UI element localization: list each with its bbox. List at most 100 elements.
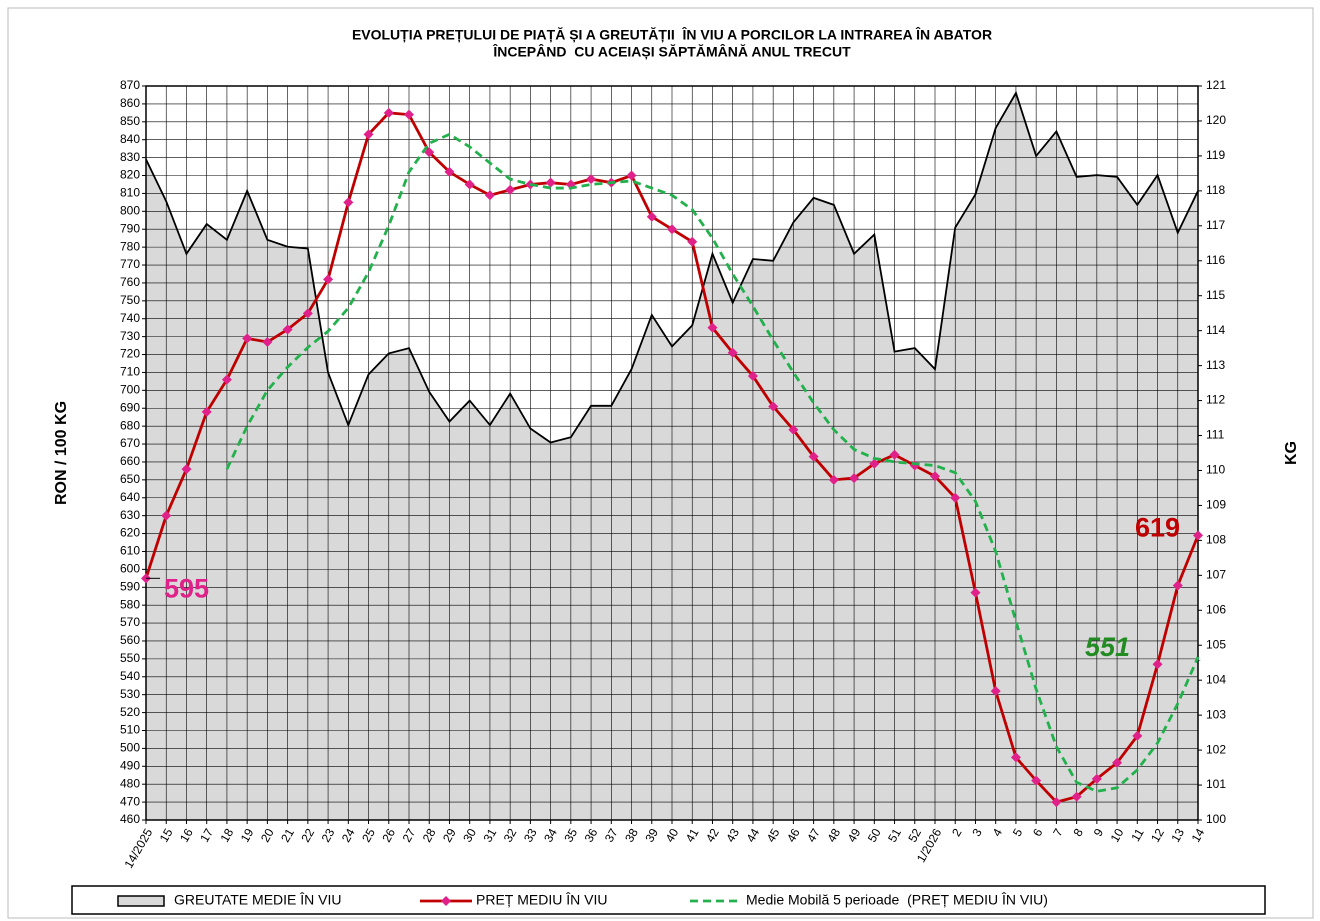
- price-marker: [201, 406, 212, 417]
- price-marker: [161, 510, 172, 521]
- x-tick-label: 19: [238, 826, 257, 845]
- price-marker: [707, 322, 718, 333]
- price-marker: [221, 374, 232, 385]
- y2-tick-label: 102: [1206, 742, 1226, 756]
- y2-tick-label: 100: [1206, 812, 1226, 826]
- price-marker: [1031, 775, 1042, 786]
- price-marker: [1071, 791, 1082, 802]
- price-marker: [626, 170, 637, 181]
- x-tick-label: 34: [541, 826, 560, 845]
- price-marker: [505, 184, 516, 195]
- price-marker: [262, 337, 273, 348]
- price-marker: [1112, 757, 1123, 768]
- legend-label: PREȚ MEDIU ÎN VIU: [476, 892, 607, 908]
- price-marker: [1132, 730, 1143, 741]
- x-tick-label: 26: [379, 826, 398, 845]
- price-marker: [1051, 797, 1062, 808]
- x-tick-label: 44: [743, 826, 762, 845]
- y2-tick-label: 109: [1206, 498, 1226, 512]
- y-tick-label: 690: [120, 400, 140, 414]
- x-tick-label: 51: [885, 826, 904, 845]
- price-marker: [343, 197, 354, 208]
- x-tick-label: 24: [339, 826, 358, 845]
- price-marker: [181, 464, 192, 475]
- y-tick-label: 750: [120, 293, 140, 307]
- x-tick-label: 31: [480, 826, 499, 845]
- price-marker: [545, 177, 556, 188]
- y-tick-label: 730: [120, 329, 140, 343]
- y-tick-label: 550: [120, 651, 140, 665]
- value-label: 619: [1135, 512, 1180, 542]
- price-marker: [464, 179, 475, 190]
- y2-tick-label: 118: [1206, 183, 1225, 197]
- y2-tick-label: 114: [1206, 323, 1225, 337]
- x-tick-label: 25: [359, 826, 378, 845]
- price-marker: [990, 686, 1001, 697]
- y2-tick-label: 111: [1206, 428, 1225, 442]
- y-tick-label: 460: [120, 812, 140, 826]
- x-tick-label: 23: [319, 826, 338, 845]
- price-marker: [727, 347, 738, 358]
- x-tick-label: 13: [1168, 826, 1187, 845]
- y-tick-label: 510: [120, 723, 140, 737]
- y-tick-label: 760: [120, 275, 140, 289]
- x-tick-label: 15: [157, 826, 176, 845]
- x-tick-label: 39: [642, 826, 661, 845]
- price-marker: [950, 492, 961, 503]
- x-tick-label: 18: [217, 826, 236, 845]
- y2-tick-label: 119: [1206, 148, 1225, 162]
- price-marker: [484, 190, 495, 201]
- price-marker: [444, 166, 455, 177]
- x-tick-label: 14: [1189, 826, 1208, 845]
- y2-tick-label: 121: [1206, 78, 1226, 92]
- x-tick-label: 30: [460, 826, 479, 845]
- y-tick-label: 590: [120, 579, 140, 593]
- legend-label: Medie Mobilă 5 perioade (PREȚ MEDIU ÎN V…: [746, 892, 1048, 908]
- legend-marker: [441, 896, 451, 906]
- price-marker: [646, 211, 657, 222]
- x-tick-label: 35: [561, 826, 580, 845]
- y2-tick-label: 107: [1206, 568, 1226, 582]
- y-tick-label: 870: [120, 78, 140, 92]
- y2-tick-label: 117: [1206, 218, 1225, 232]
- price-marker: [849, 473, 860, 484]
- price-marker: [586, 174, 597, 185]
- price-marker: [1172, 580, 1183, 591]
- price-marker: [1193, 530, 1203, 541]
- y-tick-label: 620: [120, 526, 140, 540]
- price-marker: [930, 471, 940, 482]
- price-marker: [242, 333, 253, 344]
- y-tick-label: 490: [120, 758, 140, 772]
- y-tick-label: 770: [120, 257, 140, 271]
- y-tick-label: 720: [120, 347, 140, 361]
- price-marker: [404, 109, 414, 120]
- x-tick-label: 10: [1108, 826, 1127, 845]
- y2-tick-label: 115: [1206, 288, 1225, 302]
- x-tick-label: 32: [501, 826, 520, 845]
- y-tick-label: 480: [120, 776, 140, 790]
- y2-tick-label: 103: [1206, 707, 1226, 721]
- y-tick-label: 820: [120, 168, 140, 182]
- x-tick-label: 37: [602, 826, 621, 845]
- price-marker: [323, 274, 334, 285]
- y2-tick-label: 106: [1206, 602, 1226, 616]
- y2-tick-label: 113: [1206, 358, 1225, 372]
- y-axis-title: RON / 100 KG: [53, 401, 70, 505]
- price-marker: [424, 147, 435, 158]
- y-tick-label: 570: [120, 615, 140, 629]
- weight-line: [145, 90, 1199, 444]
- price-marker: [808, 451, 819, 462]
- y-tick-label: 800: [120, 203, 140, 217]
- value-label: 595: [164, 573, 209, 603]
- price-marker: [282, 324, 293, 335]
- y-tick-label: 560: [120, 633, 140, 647]
- x-tick-label: 38: [622, 826, 641, 845]
- y-tick-label: 710: [120, 365, 140, 379]
- y2-tick-label: 116: [1206, 253, 1225, 267]
- x-tick-label: 16: [177, 826, 196, 845]
- y2-tick-label: 105: [1206, 637, 1226, 651]
- x-tick-label: 52: [905, 826, 924, 845]
- y-tick-label: 530: [120, 687, 140, 701]
- price-marker: [970, 587, 981, 598]
